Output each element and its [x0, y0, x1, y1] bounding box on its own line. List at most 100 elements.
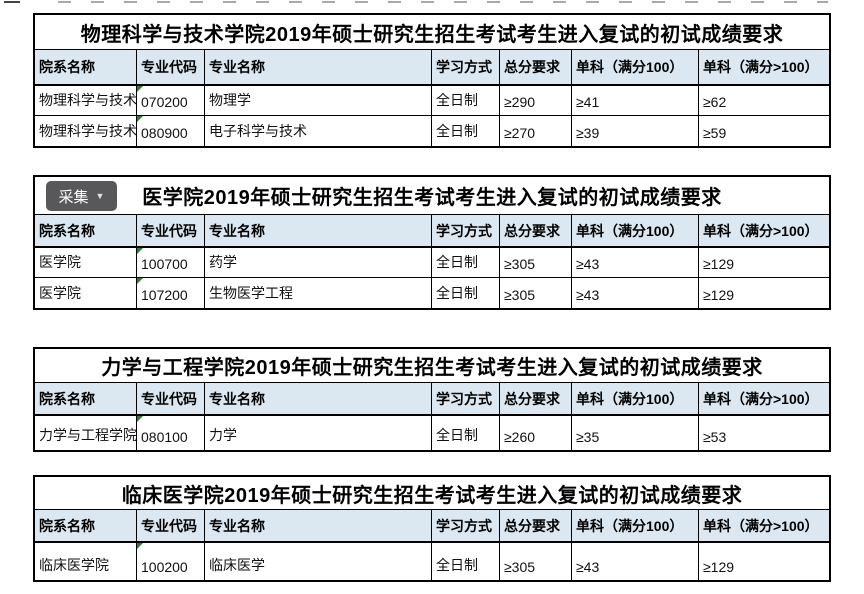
chevron-down-icon: ▼: [95, 190, 105, 201]
header-single-subject-100: 单科（满分100）: [572, 383, 699, 414]
header-major-name: 专业名称: [205, 215, 432, 246]
collect-button[interactable]: 采集 ▼: [46, 181, 117, 211]
cell-department: 力学与工程学院: [35, 416, 137, 450]
cell-department: 临床医学院: [35, 543, 137, 580]
table-row: 物理科学与技术 070200 物理学 全日制 ≥290 ≥41 ≥62: [35, 86, 829, 116]
cell-study-mode: 全日制: [432, 86, 500, 115]
header-single-subject-gt100: 单科（满分>100）: [703, 222, 819, 239]
header-department: 院系名称: [35, 510, 137, 541]
table-row: 力学与工程学院 080100 力学 全日制 ≥260 ≥35 ≥53: [35, 416, 829, 450]
table-row: 物理科学与技术 080900 电子科学与技术 全日制 ≥270 ≥39 ≥59: [35, 116, 829, 146]
cell-single-subject-100: ≥35: [572, 416, 699, 450]
table-header-row: 院系名称 专业代码 专业名称 学习方式 总分要求 单科（满分100） 单科（满分>100）: [35, 50, 829, 86]
table-header-row: 院系名称 专业代码 专业名称 学习方式 总分要求 单科（满分100） 单科（满分>100）: [35, 383, 829, 416]
error-indicator-triangle-icon: [137, 278, 143, 284]
collect-button-label: 采集: [58, 188, 89, 206]
cell-major-code: 080100: [137, 416, 205, 450]
cell-total-score: ≥260: [500, 416, 572, 450]
cell-single-subject-100: ≥43: [572, 248, 699, 277]
cell-major-name: 力学: [205, 416, 432, 450]
cell-study-mode: 全日制: [432, 416, 500, 450]
cell-single-subject-gt100: ≥62: [703, 94, 727, 110]
cell-major-name: 电子科学与技术: [205, 116, 432, 146]
header-department: 院系名称: [35, 50, 137, 84]
cell-major-code: 080900: [137, 116, 205, 146]
score-table-1: 物理科学与技术学院2019年硕士研究生招生考试考生进入复试的初试成绩要求院系名称…: [33, 13, 831, 148]
table-title: 临床医学院2019年硕士研究生招生考试考生进入复试的初试成绩要求: [121, 484, 743, 507]
error-indicator-triangle-icon: [137, 116, 143, 122]
header-single-subject-gt100: 单科（满分>100）: [703, 390, 819, 407]
header-total-score: 总分要求: [500, 383, 572, 414]
cell-major-name: 生物医学工程: [205, 278, 432, 308]
cell-study-mode: 全日制: [432, 248, 500, 277]
cell-single-subject-100: ≥39: [572, 116, 699, 146]
cell-single-subject-gt100: ≥129: [703, 256, 735, 272]
header-major-code: 专业代码: [137, 50, 205, 84]
cell-single-subject-100: ≥41: [572, 86, 699, 115]
page-break-dashed-line: [58, 1, 828, 3]
table-header-row: 院系名称 专业代码 专业名称 学习方式 总分要求 单科（满分100） 单科（满分>100）: [35, 510, 829, 543]
cell-total-score: ≥290: [500, 86, 572, 115]
cell-single-subject-100: ≥43: [572, 278, 699, 308]
cell-department: 物理科学与技术: [35, 116, 137, 146]
error-indicator-triangle-icon: [137, 416, 143, 422]
cell-major-code: 100200: [137, 543, 205, 580]
header-major-name: 专业名称: [205, 510, 432, 541]
cell-major-name: 药学: [205, 248, 432, 277]
cell-total-score: ≥305: [500, 248, 572, 277]
table-title-row: 采集 ▼ 医学院2019年硕士研究生招生考试考生进入复试的初试成绩要求: [35, 177, 829, 215]
header-single-subject-gt100: 单科（满分>100）: [703, 59, 819, 75]
header-major-code: 专业代码: [137, 510, 205, 541]
header-major-name: 专业名称: [205, 50, 432, 84]
cell-department: 医学院: [35, 248, 137, 277]
header-department: 院系名称: [35, 383, 137, 414]
cell-total-score: ≥270: [500, 116, 572, 146]
table-title-row: 物理科学与技术学院2019年硕士研究生招生考试考生进入复试的初试成绩要求: [35, 15, 829, 50]
cell-department: 物理科学与技术: [35, 86, 137, 115]
cell-study-mode: 全日制: [432, 116, 500, 146]
table-row: 医学院 100700 药学 全日制 ≥305 ≥43 ≥129: [35, 248, 829, 278]
header-major-name: 专业名称: [205, 383, 432, 414]
cell-single-subject-gt100: ≥53: [703, 429, 727, 445]
header-total-score: 总分要求: [500, 510, 572, 541]
header-total-score: 总分要求: [500, 50, 572, 84]
table-title: 物理科学与技术学院2019年硕士研究生招生考试考生进入复试的初试成绩要求: [80, 23, 784, 46]
header-study-mode: 学习方式: [432, 510, 500, 541]
table-row: 临床医学院 100200 临床医学 全日制 ≥305 ≥43 ≥129: [35, 543, 829, 580]
cell-major-code: 107200: [137, 278, 205, 308]
cell-major-code: 070200: [137, 86, 205, 115]
error-indicator-triangle-icon: [137, 248, 143, 254]
table-title: 力学与工程学院2019年硕士研究生招生考试考生进入复试的初试成绩要求: [101, 357, 763, 379]
table-title: 医学院2019年硕士研究生招生考试考生进入复试的初试成绩要求: [142, 187, 722, 209]
table-row: 医学院 107200 生物医学工程 全日制 ≥305 ≥43 ≥129: [35, 278, 829, 308]
cell-single-subject-100: ≥43: [572, 543, 699, 580]
header-study-mode: 学习方式: [432, 50, 500, 84]
cell-total-score: ≥305: [500, 543, 572, 580]
header-study-mode: 学习方式: [432, 215, 500, 246]
header-single-subject-gt100: 单科（满分>100）: [703, 517, 819, 534]
cell-study-mode: 全日制: [432, 543, 500, 580]
table-title-row: 临床医学院2019年硕士研究生招生考试考生进入复试的初试成绩要求: [35, 477, 829, 510]
cell-total-score: ≥305: [500, 278, 572, 308]
cell-department: 医学院: [35, 278, 137, 308]
cell-major-name: 临床医学: [205, 543, 432, 580]
header-single-subject-100: 单科（满分100）: [572, 215, 699, 246]
error-indicator-triangle-icon: [137, 86, 143, 92]
error-indicator-triangle-icon: [137, 543, 143, 549]
header-single-subject-100: 单科（满分100）: [572, 510, 699, 541]
header-total-score: 总分要求: [500, 215, 572, 246]
crop-artifact-mark: [4, 1, 20, 3]
cell-single-subject-gt100: ≥59: [703, 125, 727, 141]
table-header-row: 院系名称 专业代码 专业名称 学习方式 总分要求 单科（满分100） 单科（满分>100）: [35, 215, 829, 248]
header-major-code: 专业代码: [137, 215, 205, 246]
score-table-3: 力学与工程学院2019年硕士研究生招生考试考生进入复试的初试成绩要求 院系名称 专业…: [33, 347, 831, 452]
header-study-mode: 学习方式: [432, 383, 500, 414]
table-title-row: 力学与工程学院2019年硕士研究生招生考试考生进入复试的初试成绩要求: [35, 349, 829, 383]
cell-single-subject-gt100: ≥129: [703, 287, 735, 303]
cell-study-mode: 全日制: [432, 278, 500, 308]
cell-major-name: 物理学: [205, 86, 432, 115]
score-table-2: 采集 ▼ 医学院2019年硕士研究生招生考试考生进入复试的初试成绩要求 院系名称 专业代…: [33, 175, 831, 310]
header-department: 院系名称: [35, 215, 137, 246]
cell-major-code: 100700: [137, 248, 205, 277]
score-table-4: 临床医学院2019年硕士研究生招生考试考生进入复试的初试成绩要求院系名称 专业代码…: [33, 475, 831, 582]
